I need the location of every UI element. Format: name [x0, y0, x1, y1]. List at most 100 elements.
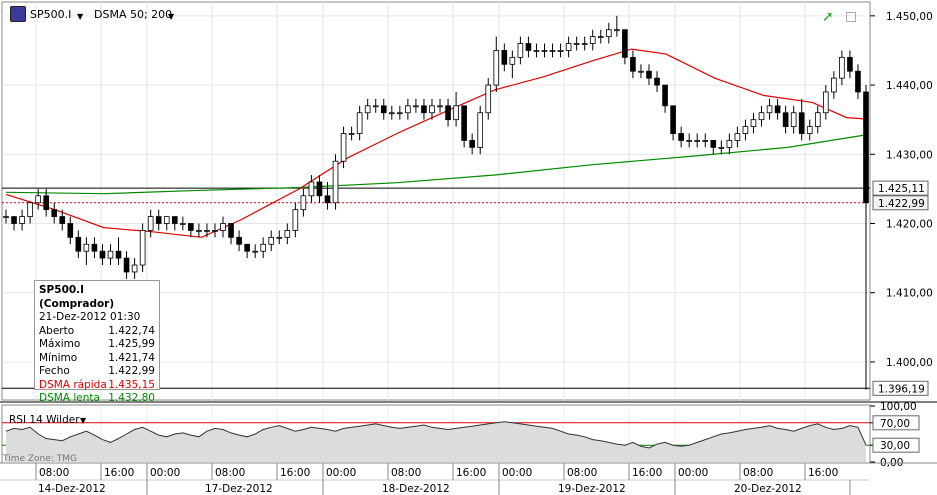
date-label: 17-Dez-2012 [205, 483, 273, 495]
candle [493, 36, 500, 92]
time-tick-label: 08:00 [215, 467, 245, 479]
candle-body [99, 250, 106, 259]
candle [718, 140, 725, 155]
candle [91, 237, 98, 259]
candle-body [59, 216, 66, 224]
candle-body [228, 223, 234, 238]
candle [517, 36, 524, 65]
candle [678, 126, 684, 148]
candle [734, 126, 741, 148]
candle-body [573, 43, 580, 45]
candle [855, 64, 861, 99]
candle-body [397, 112, 403, 115]
candle [589, 29, 596, 51]
candle-body [847, 56, 853, 72]
rsi-axis-label: 70,00 [880, 418, 910, 430]
candle [485, 78, 492, 120]
candle-body [372, 105, 379, 108]
candle [646, 64, 652, 86]
candle [260, 237, 267, 259]
candle [59, 209, 66, 231]
candle-body [364, 105, 371, 114]
candle [244, 243, 250, 259]
candle [509, 50, 516, 79]
candle-body [437, 105, 443, 108]
candle-body [324, 195, 331, 204]
slow-ma-line [5, 134, 867, 195]
window-options-icon[interactable] [846, 12, 856, 22]
candle [750, 112, 757, 134]
infobox-value: 1.435,15 [108, 378, 155, 391]
trend-icon[interactable]: ➚ [822, 9, 834, 25]
rsi-axis-box [872, 437, 920, 453]
candle [501, 43, 508, 72]
candle [670, 105, 676, 141]
candle-body [814, 112, 821, 127]
infobox-value: 1.421,74 [108, 351, 155, 364]
candle [236, 230, 242, 252]
candle [252, 244, 258, 259]
candle [806, 119, 813, 141]
rsi-label[interactable]: RSI 14 Wilder [9, 414, 80, 426]
candle-body [180, 223, 186, 225]
symbol-dropdown-icon[interactable]: ▼ [77, 12, 84, 21]
rsi-axis-box [872, 415, 920, 431]
candle [356, 105, 363, 141]
candle-body [533, 50, 540, 52]
candle-body [453, 105, 459, 121]
symbol-icon[interactable] [10, 6, 26, 22]
price-axis-label: 1.450,00 [886, 11, 933, 23]
candle-body [831, 77, 837, 93]
candle [340, 126, 347, 169]
candle [525, 36, 532, 58]
infobox-row: Máximo 1.425,99 [39, 338, 155, 352]
infobox-label: DSMA lenta [39, 392, 100, 404]
infobox-value: 1.432,80 [108, 392, 155, 404]
candle-body [220, 223, 226, 231]
candle-body [348, 133, 355, 135]
rsi-dropdown-icon[interactable]: ▼ [80, 416, 87, 425]
candle [405, 98, 411, 120]
candle [3, 209, 9, 224]
price-tag-lower: 1.396,19 [878, 383, 925, 395]
candle [742, 119, 749, 141]
candle [565, 36, 572, 58]
candle-body [51, 209, 58, 217]
candle [469, 133, 475, 155]
time-tick-label: 08:00 [391, 467, 421, 479]
candle [147, 209, 154, 238]
fast-ma-line [5, 48, 867, 238]
candle [332, 154, 339, 210]
timezone-label: Time Zone: TMG [3, 454, 77, 464]
candle [597, 29, 604, 44]
candle-body [204, 230, 210, 232]
candle [35, 188, 41, 210]
candle [573, 36, 580, 51]
candle [139, 223, 146, 272]
candle-body [614, 29, 620, 32]
infobox-label: DSMA rápida [39, 378, 107, 391]
candle [300, 188, 307, 217]
indicator-label[interactable]: DSMA 50; 200 [94, 8, 173, 21]
candle [421, 98, 427, 120]
candle-body [782, 112, 789, 127]
candle-body [806, 126, 813, 134]
indicator-dropdown-icon[interactable]: ▼ [168, 12, 175, 21]
candle-body [171, 216, 178, 224]
candle-body [332, 160, 339, 204]
candle-body [477, 112, 484, 148]
candle-body [212, 230, 218, 232]
rsi-axis-label: 100,00 [880, 401, 917, 413]
symbol-label[interactable]: SP500.I [30, 8, 72, 21]
candle [726, 133, 733, 155]
candle-body [244, 243, 250, 252]
price-tag-current-box [872, 195, 929, 211]
candle-body [678, 133, 684, 141]
candle-body [461, 105, 467, 141]
candle [316, 175, 323, 203]
candle-body [3, 216, 9, 218]
candle [11, 216, 17, 231]
candle-body [654, 77, 660, 86]
candle [220, 216, 226, 238]
